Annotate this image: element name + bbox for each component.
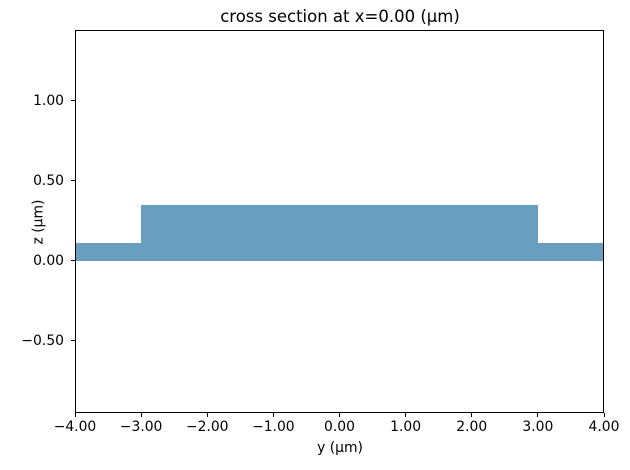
x-tick-label: −3.00 bbox=[119, 419, 163, 435]
x-tick-label: 0.00 bbox=[324, 419, 355, 435]
y-axis-label: z (μm) bbox=[30, 199, 47, 245]
x-tick-label: 2.00 bbox=[456, 419, 488, 435]
x-tick-label: −2.00 bbox=[185, 419, 229, 435]
x-tick-mark bbox=[206, 413, 208, 417]
y-tick-label: 0.00 bbox=[33, 252, 64, 269]
y-tick-mark bbox=[71, 340, 75, 342]
x-tick-mark bbox=[272, 413, 274, 417]
x-tick-mark bbox=[405, 413, 407, 417]
x-tick-label: 3.00 bbox=[522, 419, 554, 435]
x-tick-mark bbox=[339, 413, 340, 417]
x-tick-mark bbox=[471, 413, 473, 417]
plot-area bbox=[75, 30, 604, 413]
x-tick-mark bbox=[537, 413, 539, 417]
x-tick-mark bbox=[74, 413, 76, 417]
chart-title: cross section at x=0.00 (μm) bbox=[220, 7, 460, 26]
y-tick-label: −0.50 bbox=[21, 332, 64, 349]
structure-ridge bbox=[141, 204, 538, 261]
x-tick-label: −1.00 bbox=[252, 419, 295, 435]
x-tick-label: 1.00 bbox=[390, 419, 422, 435]
structure-layer bbox=[75, 30, 604, 413]
y-tick-label: 0.50 bbox=[33, 172, 64, 189]
x-axis-label: y (μm) bbox=[317, 440, 363, 456]
y-tick-label: 1.00 bbox=[33, 92, 64, 109]
x-tick-mark bbox=[603, 413, 605, 417]
x-tick-mark bbox=[140, 413, 142, 417]
x-tick-label: −4.00 bbox=[53, 419, 97, 435]
y-tick-mark bbox=[71, 180, 75, 182]
y-tick-mark bbox=[71, 260, 75, 262]
x-tick-label: 4.00 bbox=[588, 419, 620, 435]
y-tick-mark bbox=[71, 100, 75, 101]
